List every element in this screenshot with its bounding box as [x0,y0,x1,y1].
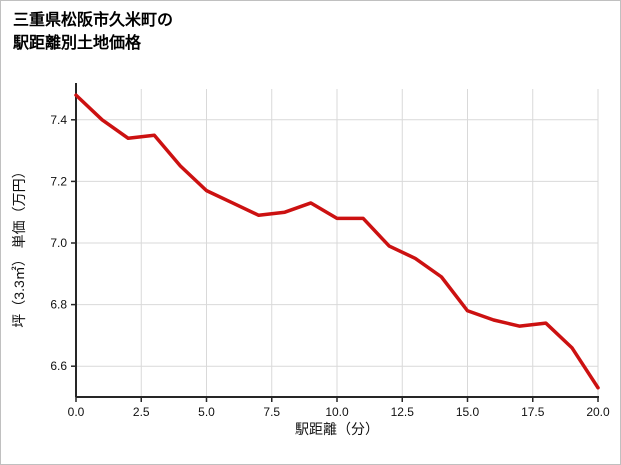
x-tick-label: 12.5 [391,405,415,419]
y-tick-label: 7.4 [50,113,67,127]
x-tick-label: 7.5 [263,405,280,419]
y-tick-label: 7.0 [50,236,67,250]
x-tick-label: 2.5 [133,405,150,419]
y-axis-label: 坪（3.3㎡） 単価（万円） [11,164,27,328]
page-title-line1: 三重県松阪市久米町の [13,12,174,29]
y-tick-label: 6.8 [50,298,67,312]
y-tick-label: 7.2 [50,174,67,188]
x-axis-label: 駅距離（分） [295,421,379,437]
price-line-series [74,93,600,390]
x-tick-label: 5.0 [198,405,215,419]
x-tick-label: 15.0 [456,405,480,419]
page-title-line2: 駅距離別土地価格 [13,35,142,53]
y-tick-label: 6.6 [50,359,67,373]
page-title: 三重県松阪市久米町の 駅距離別土地価格 [13,9,173,55]
x-tick-label: 20.0 [586,405,610,419]
x-tick-label: 10.0 [325,405,349,419]
x-tick-label: 17.5 [521,405,545,419]
x-tick-label: 0.0 [68,405,85,419]
